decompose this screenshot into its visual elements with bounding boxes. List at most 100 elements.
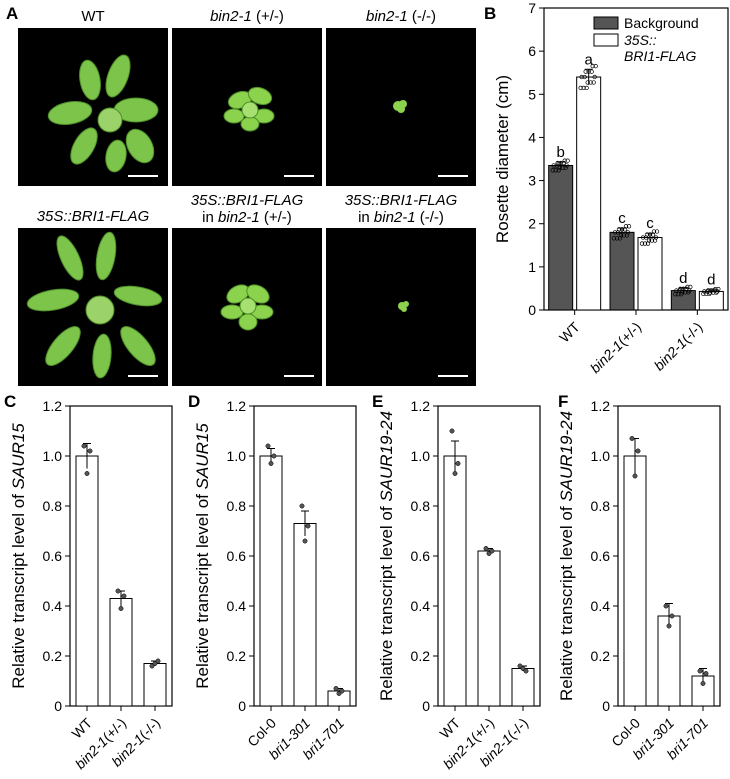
bar	[623, 455, 647, 707]
y-tick-label: 0.2	[43, 648, 63, 664]
data-point	[643, 235, 649, 240]
data-point	[271, 453, 277, 459]
bar	[259, 455, 283, 707]
data-point	[589, 69, 594, 74]
chart-c: 0 0.2 0.4 0.6 0.8 1.0 1.2 Relative transcript l…	[9, 398, 173, 772]
data-point	[584, 85, 589, 91]
rosette-wt-image	[47, 54, 159, 173]
rosette-bin2-hom-image	[393, 100, 407, 113]
y-tick-label: 1	[528, 259, 536, 275]
bar	[109, 598, 133, 707]
plant-photo-bri1	[18, 228, 168, 386]
data-point	[121, 593, 127, 599]
data-point	[652, 238, 658, 243]
bar	[609, 231, 635, 311]
y-tick-label: 2	[528, 216, 536, 232]
significance-letter: d	[707, 272, 715, 289]
data-point	[581, 85, 586, 91]
y-tick-label: 0	[54, 698, 62, 714]
data-point	[339, 688, 345, 694]
data-point	[268, 461, 274, 466]
legend-label-bri1-line1: 35S::	[624, 32, 657, 48]
data-point	[684, 286, 689, 291]
data-point	[551, 163, 556, 168]
data-point	[591, 80, 596, 85]
chart-e: 0 0.2 0.4 0.6 0.8 1.0 1.2 Relative transcript l…	[377, 398, 541, 772]
data-point	[712, 288, 717, 293]
rosette-bri1-bin2-het-image	[220, 284, 274, 331]
y-axis-label: Rosette diameter (cm)	[493, 75, 512, 243]
y-tick-label: 1.0	[411, 448, 431, 464]
data-point	[697, 668, 703, 674]
chart-d: 0 0.2 0.4 0.6 0.8 1.0 1.2 Relative transcript l…	[193, 398, 357, 762]
y-tick-label: 0	[528, 302, 536, 318]
plant-photo-bin2-het	[172, 28, 322, 186]
data-point	[593, 64, 598, 69]
rosette-bri1-image	[26, 231, 163, 379]
y-tick-label: 0.2	[227, 648, 247, 664]
significance-letter: d	[679, 270, 687, 287]
legend-label-bri1-line2: BRI1-FLAG	[624, 48, 696, 64]
data-point	[84, 471, 90, 476]
data-point	[265, 443, 271, 449]
data-point	[666, 623, 672, 629]
data-point	[578, 85, 583, 91]
data-point	[564, 163, 569, 168]
plant-photo-bin2-hom	[326, 28, 476, 186]
data-point	[582, 74, 587, 80]
y-tick-label: 1.0	[591, 448, 611, 464]
scale-bar	[128, 175, 158, 177]
data-point	[700, 681, 706, 686]
legend-label-background: Background	[624, 15, 699, 31]
data-point	[561, 160, 566, 166]
y-tick-label: 0.8	[411, 498, 431, 514]
data-point	[590, 64, 595, 69]
y-tick-label: 7	[528, 0, 536, 16]
plant-photo-bri1-bin2-hom	[326, 228, 476, 386]
data-point	[654, 229, 660, 234]
y-tick-label: 6	[528, 43, 536, 59]
data-point	[579, 74, 584, 80]
bar	[576, 76, 602, 311]
bar	[75, 455, 99, 707]
photo-title-bri1-bin2-hom: 35S::BRI1-FLAG in bin2-1 (-/-)	[344, 192, 458, 226]
data-point	[702, 289, 707, 294]
data-point	[617, 236, 623, 241]
data-point	[333, 686, 339, 691]
y-tick-label: 0.2	[591, 648, 611, 664]
data-point	[305, 523, 311, 529]
y-tick-label: 0.8	[43, 498, 63, 514]
chart-b: 0 1 2 3 4 5 6 7 Rosette diameter (cm) b a WT c c bin2-…	[493, 0, 729, 376]
data-point	[624, 233, 630, 238]
panel-label-a: A	[6, 4, 19, 23]
chart-f: 0 0.2 0.4 0.6 0.8 1.0 1.2 Relative transcript l…	[557, 398, 721, 762]
data-point	[615, 230, 621, 235]
y-tick-label: 1.2	[227, 398, 247, 414]
y-tick-label: 1.2	[591, 398, 611, 414]
photo-title-bin2-het: bin2-1 (+/-)	[210, 8, 284, 25]
data-point	[562, 158, 567, 163]
y-tick-label: 3	[528, 173, 536, 189]
panel-label-d: D	[188, 392, 201, 411]
data-point	[703, 671, 709, 676]
scale-bar	[128, 375, 158, 377]
scale-bar	[284, 175, 314, 177]
y-tick-label: 1.2	[411, 398, 431, 414]
data-point	[155, 658, 161, 664]
bar	[511, 668, 535, 707]
y-tick-label: 1.0	[227, 448, 247, 464]
data-point	[452, 471, 458, 476]
y-tick-label: 0.4	[411, 598, 431, 614]
y-tick-label: 0.6	[43, 548, 63, 564]
data-point	[688, 284, 693, 290]
data-point	[663, 603, 669, 609]
data-point	[674, 288, 679, 293]
data-point	[669, 613, 675, 619]
data-point	[449, 428, 455, 434]
legend-swatch-background	[593, 16, 619, 30]
data-point	[716, 286, 721, 292]
data-point	[679, 292, 684, 297]
rosette-bri1-bin2-hom-image	[398, 301, 409, 312]
y-tick-label: 1.2	[43, 398, 63, 414]
plant-photo-bri1-bin2-het	[172, 228, 322, 386]
